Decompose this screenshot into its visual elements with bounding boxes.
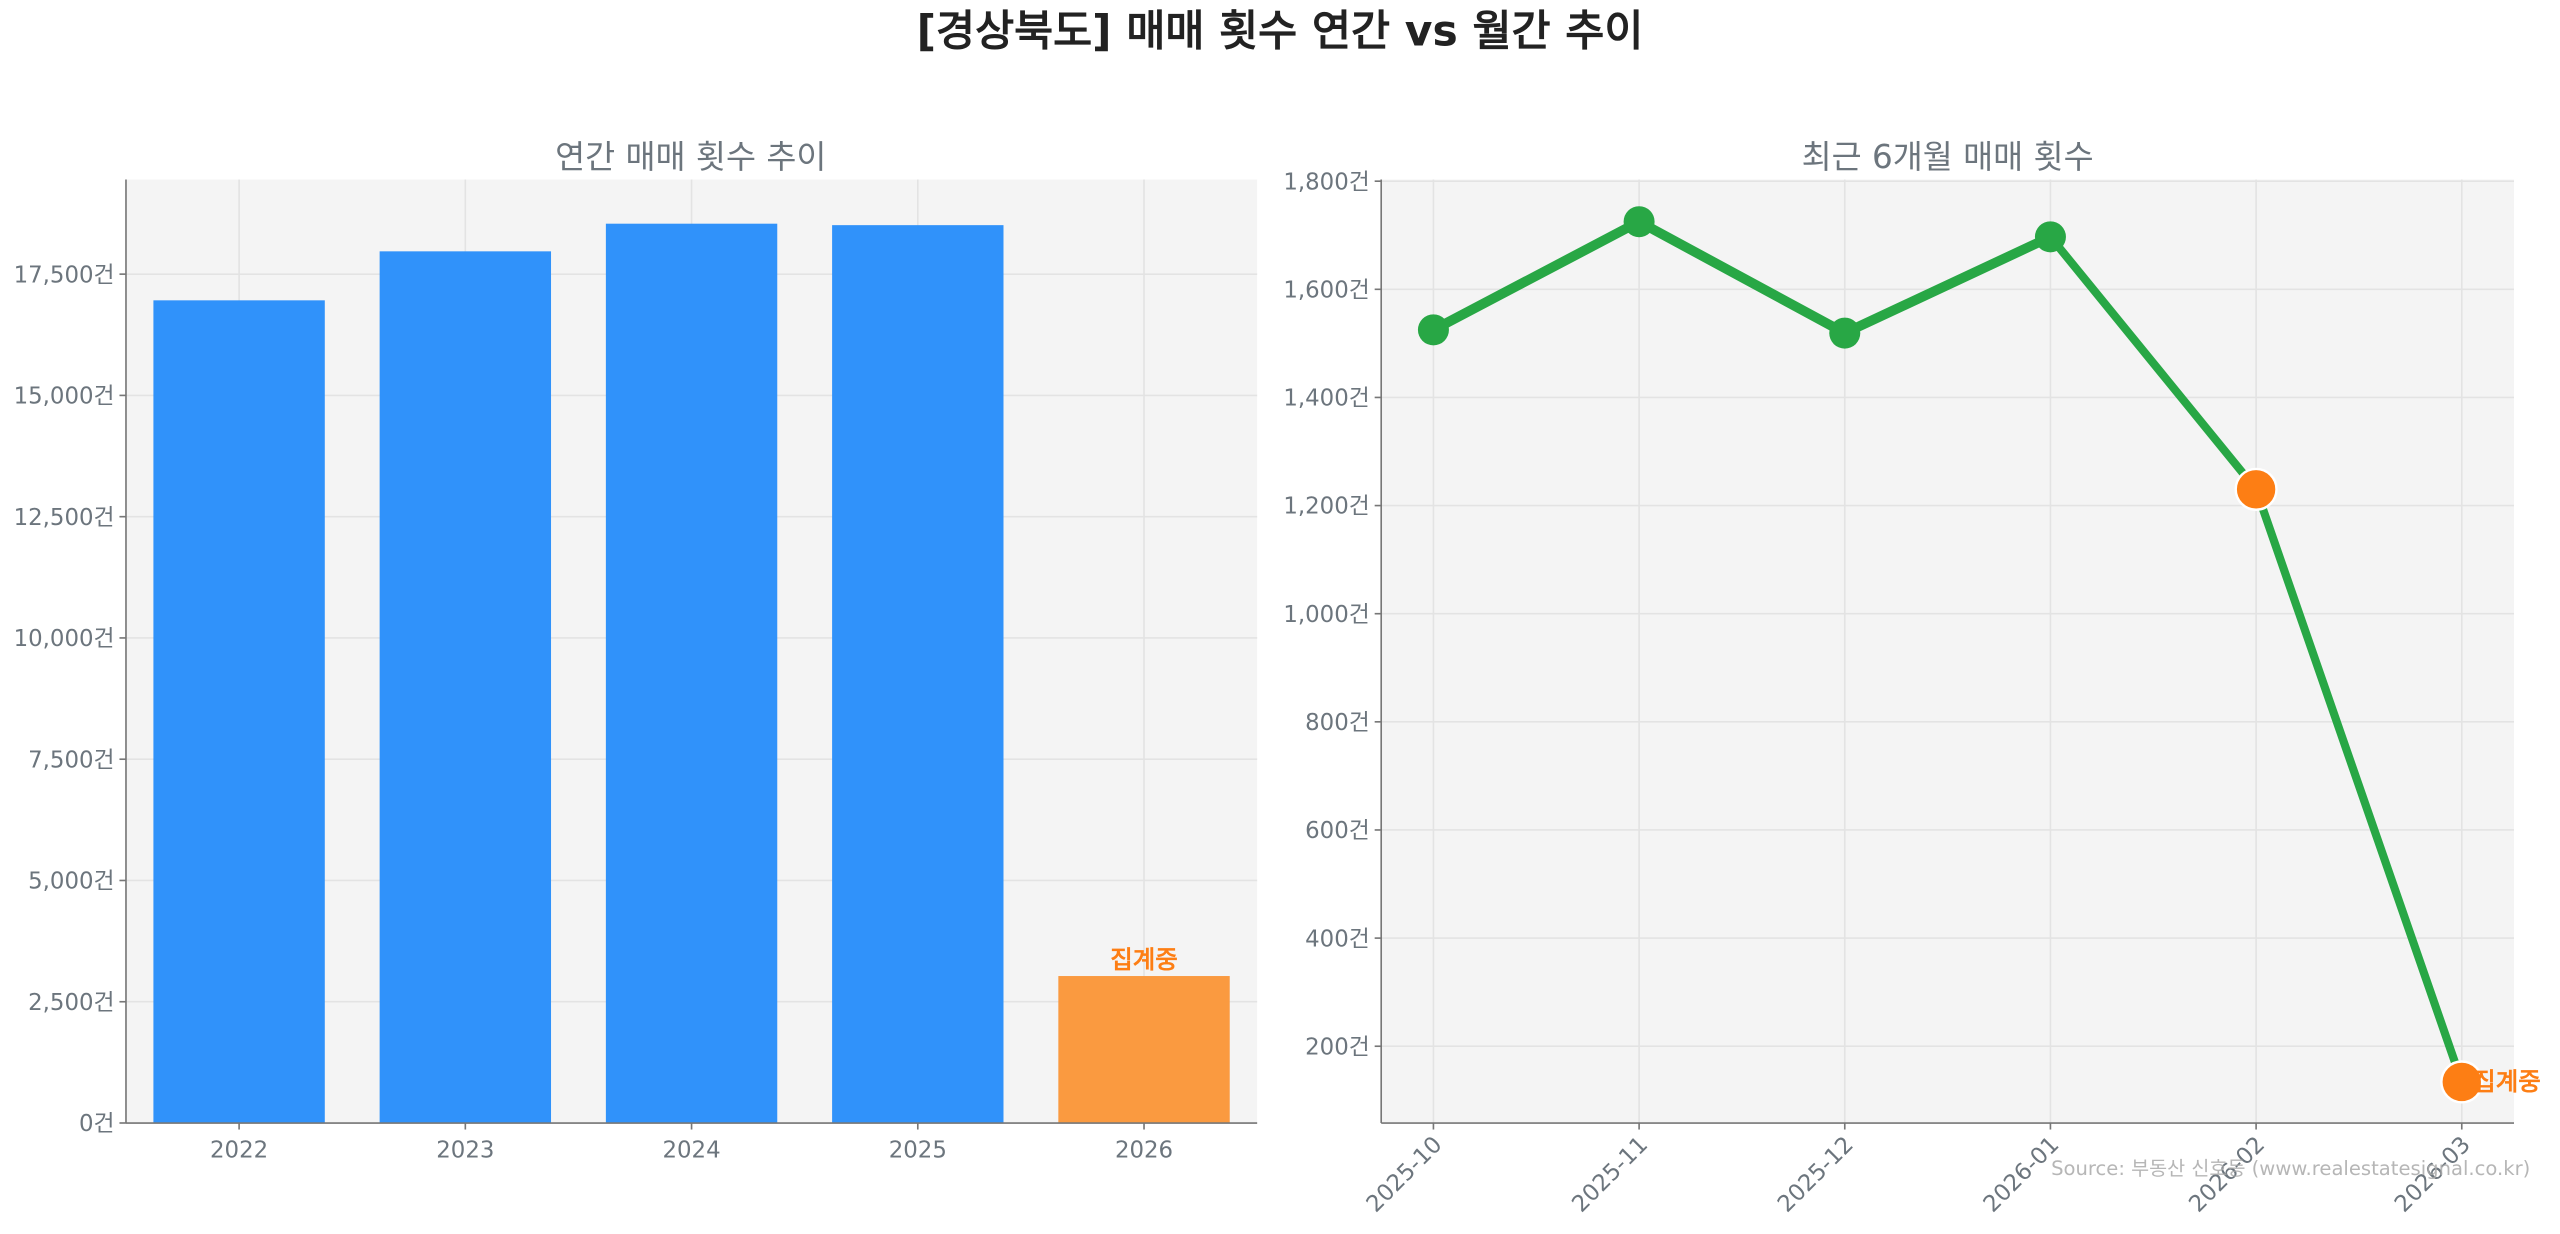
source-note: Source: 부동산 신호등 (www.realestatesignal.co… [2051,1157,2530,1180]
y-tick-label: 400건 [1305,926,1370,952]
y-tick-label: 5,000건 [28,869,114,895]
data-point-2025-11 [1623,206,1655,238]
partial-label: 집계중 [1110,945,1178,974]
y-tick-label: 7,500건 [28,747,114,773]
y-tick-label: 600건 [1305,818,1370,844]
monthly-plot-area [1381,179,2514,1124]
y-tick-label: 2,500건 [28,990,114,1016]
y-tick-label: 1,200건 [1283,494,1369,520]
x-tick-label: 2022 [210,1137,268,1163]
partial-point-2026-03 [2440,1060,2484,1104]
data-point-2026-01 [2034,221,2066,253]
monthly-chart: 집계중 최근 6개월 매매 횟수 200건 400건 600건 800건 1,000건 1… [1283,138,2540,1217]
line-segment [1428,216,1644,335]
line-segment [2046,232,2261,494]
line-segment [1839,231,2056,338]
data-point-2025-10 [1417,314,1449,346]
line-segment [1634,216,1850,338]
bar-2024 [605,223,778,1124]
figure-title: [경상북도] 매매 횟수 연간 vs 월간 추이 [917,8,1644,57]
y-tick-label: 1,400건 [1283,386,1369,412]
y-tick-label: 15,000건 [14,384,115,410]
annual-chart: 집계중 연간 매매 횟수 추이 0건 2,500건 5,000건 7,500건 10,0… [14,138,1258,1163]
y-tick-label: 17,500건 [14,262,115,288]
x-tick-label: 2025-12 [1773,1132,1859,1218]
x-tick-label: 2025-10 [1362,1132,1448,1218]
x-tick-label: 2024 [662,1137,720,1163]
y-tick-label: 0건 [79,1111,115,1137]
bar-2022 [153,300,325,1124]
y-tick-label: 1,000건 [1283,602,1369,628]
bar-2026 [1058,976,1230,1124]
y-tick-label: 12,500건 [14,505,115,531]
bar-2023 [379,251,552,1124]
annual-chart-title: 연간 매매 횟수 추이 [555,138,826,176]
line-segment [2252,485,2466,1086]
y-tick-label: 1,600건 [1283,277,1369,303]
y-tick-label: 200건 [1305,1034,1370,1060]
monthly-chart-title: 최근 6개월 매매 횟수 [1802,138,2094,176]
bar-2025 [832,225,1004,1124]
x-tick-label: 2026 [1115,1137,1173,1163]
x-tick-label: 2023 [436,1137,494,1163]
x-tick-label: 2025-11 [1567,1132,1653,1218]
y-tick-label: 10,000건 [14,626,115,652]
y-tick-label: 800건 [1305,710,1370,736]
partial-point-2026-02 [2234,467,2278,511]
data-point-2025-12 [1829,317,1861,349]
y-tick-label: 1,800건 [1283,169,1369,195]
partial-label: 집계중 [2473,1067,2541,1096]
x-tick-label: 2025 [889,1137,947,1163]
